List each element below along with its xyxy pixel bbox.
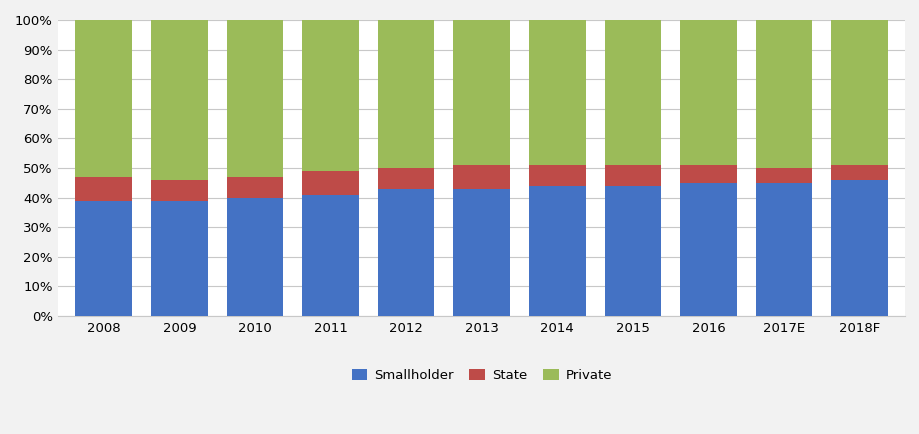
Bar [301,194,358,316]
Bar [151,20,208,180]
Bar [301,171,358,194]
Bar [378,168,434,189]
Bar [453,20,509,165]
Bar [75,201,132,316]
Bar [226,177,283,197]
Bar [604,186,661,316]
Bar [151,201,208,316]
Bar [679,20,736,165]
Bar [453,165,509,189]
Bar [754,183,811,316]
Bar [226,20,283,177]
Bar [378,189,434,316]
Legend: Smallholder, State, Private: Smallholder, State, Private [346,364,617,388]
Bar [754,168,811,183]
Bar [453,189,509,316]
Bar [301,20,358,171]
Bar [679,165,736,183]
Bar [679,183,736,316]
Bar [151,180,208,201]
Bar [831,20,887,165]
Bar [528,186,585,316]
Bar [831,180,887,316]
Bar [528,20,585,165]
Bar [378,20,434,168]
Bar [528,165,585,186]
Bar [754,20,811,168]
Bar [604,20,661,165]
Bar [226,197,283,316]
Bar [831,165,887,180]
Bar [75,20,132,177]
Bar [604,165,661,186]
Bar [75,177,132,201]
